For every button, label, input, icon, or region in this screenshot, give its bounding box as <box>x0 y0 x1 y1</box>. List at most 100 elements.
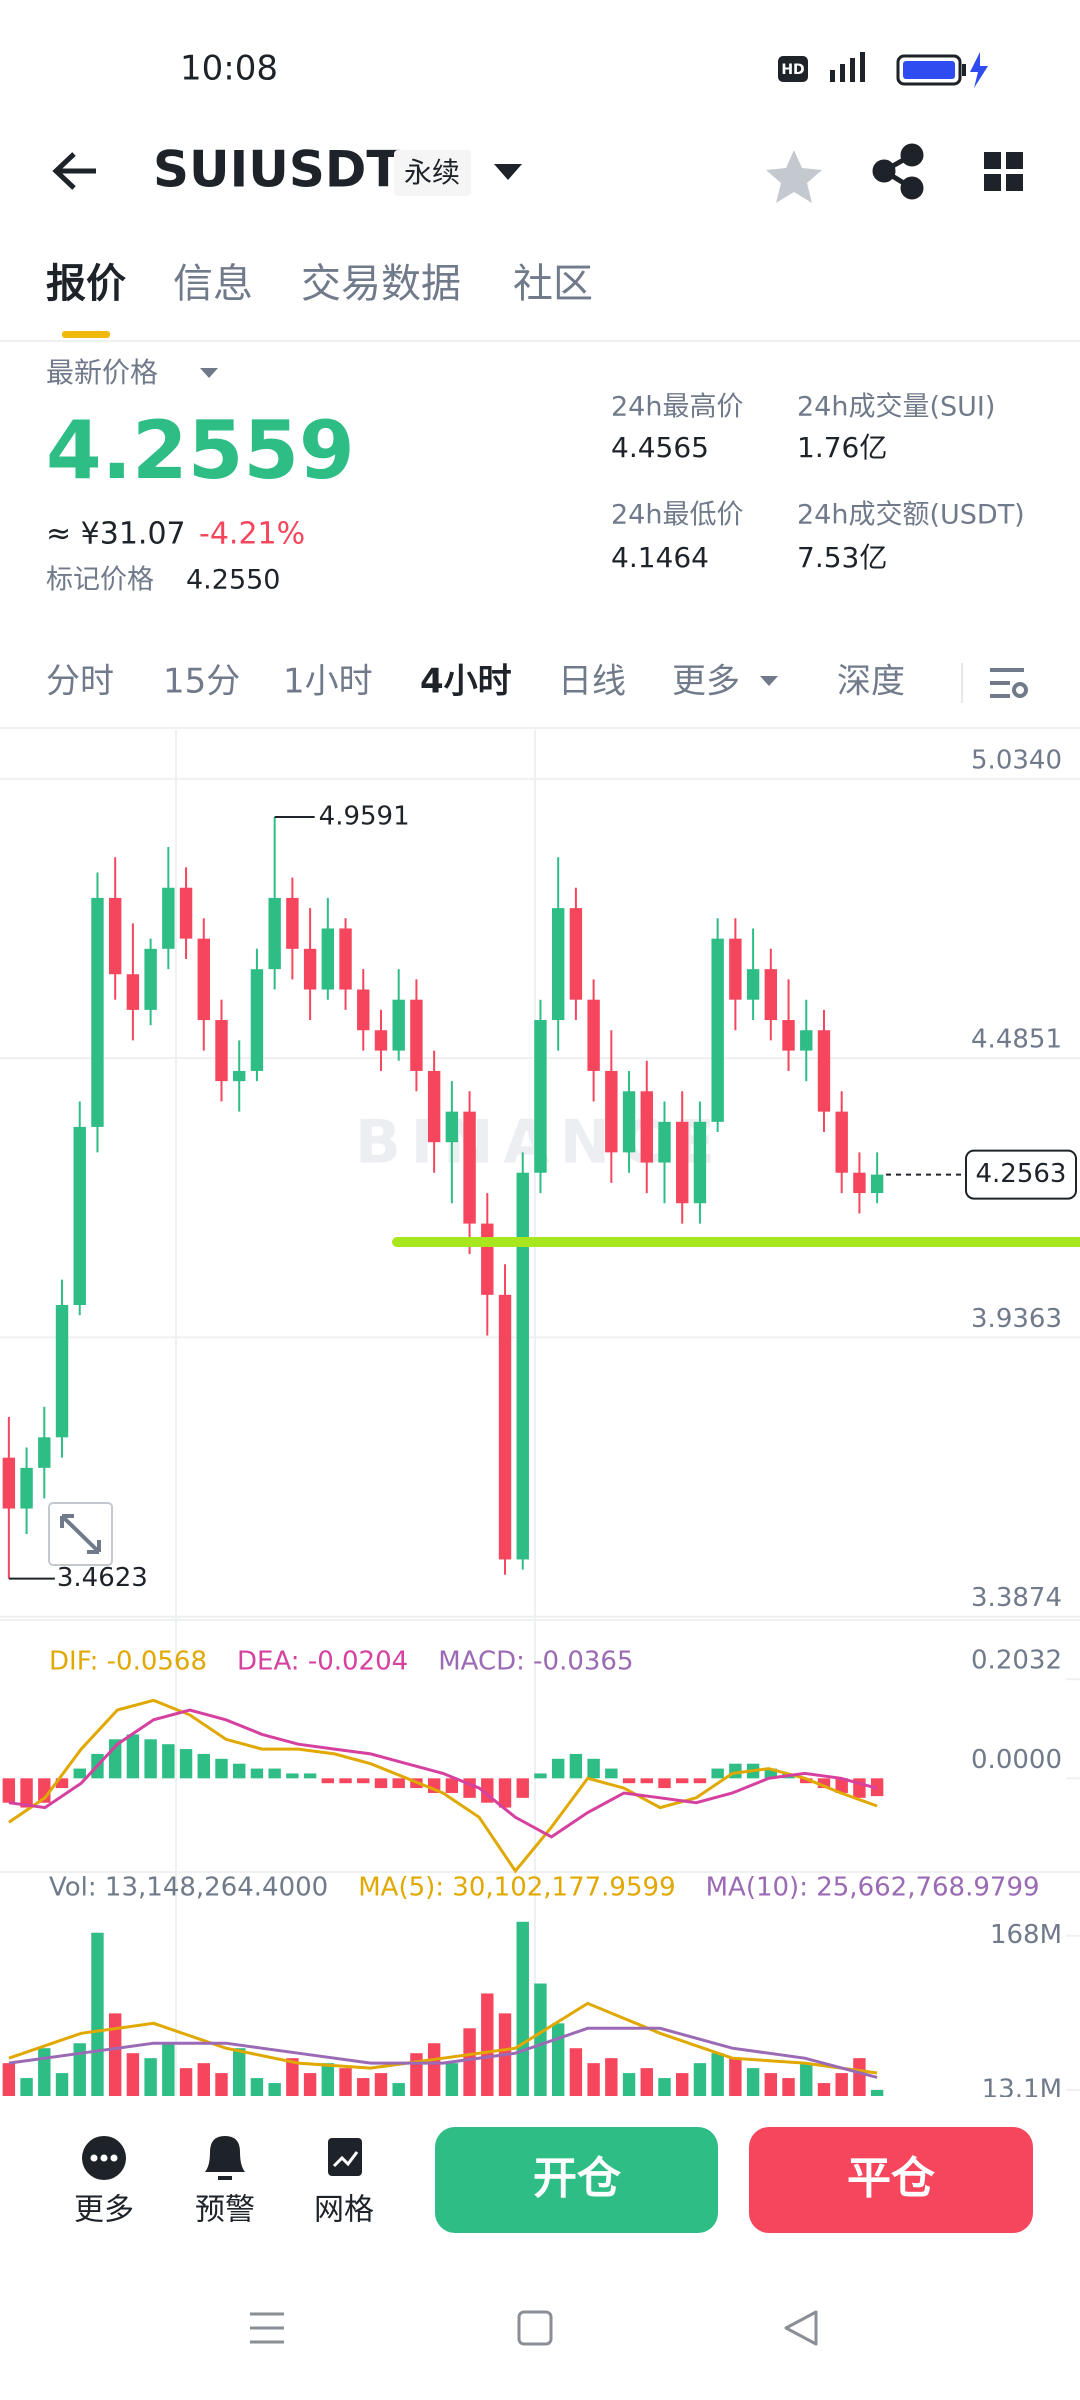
candle-body <box>605 1070 618 1153</box>
y-tick-label: 0.0000 <box>971 1745 1062 1775</box>
candle-body <box>746 969 760 1000</box>
volume-bar <box>587 2063 600 2096</box>
interval[interactable]: 日线 <box>558 662 626 702</box>
interval[interactable]: 分时 <box>46 662 114 702</box>
macd-bar <box>162 1744 175 1779</box>
volume-bar <box>286 2058 299 2096</box>
legend-entry: DEA: -0.0204 <box>237 1647 408 1677</box>
macd-bar <box>569 1753 583 1779</box>
interval[interactable]: 1小时 <box>283 662 373 702</box>
candle-body <box>55 1305 69 1438</box>
more-dropdown[interactable] <box>760 676 778 686</box>
volume-bar <box>658 2078 671 2096</box>
grid-icon[interactable] <box>328 2138 362 2176</box>
volume-bar <box>800 2063 813 2096</box>
volume-bar <box>374 2073 388 2096</box>
mark-price-label: 标记价格 <box>46 565 154 596</box>
fullscreen-button[interactable] <box>48 1502 113 1566</box>
close-button[interactable] <box>749 2127 1033 2233</box>
tab[interactable]: 报价 <box>46 261 126 307</box>
volume-bar <box>410 2053 423 2096</box>
macd-bar <box>676 1778 689 1784</box>
stat-value: 4.4565 <box>611 431 709 464</box>
macd-bar <box>250 1768 264 1779</box>
candle-body <box>126 974 140 1010</box>
tab[interactable]: 信息 <box>173 261 253 307</box>
volume-bar <box>250 2078 264 2096</box>
macd-bar <box>197 1753 210 1779</box>
candle-body <box>587 999 600 1071</box>
candle-body <box>91 897 104 1127</box>
high-label: 4.9591 <box>319 801 410 831</box>
close-button-label[interactable]: 平仓 <box>847 2153 936 2204</box>
nav-home[interactable] <box>517 2310 553 2346</box>
macd-bar <box>374 1778 388 1789</box>
tab[interactable]: 社区 <box>513 261 593 307</box>
y-tick-label: 0.2032 <box>971 1646 1062 1676</box>
macd-bar <box>20 1778 33 1808</box>
macd-bar <box>445 1778 459 1793</box>
legend-entry: MACD: -0.0365 <box>438 1647 633 1677</box>
contract-tag: 永续 <box>404 156 460 189</box>
interval[interactable]: 深度 <box>837 662 905 702</box>
macd-bar <box>321 1778 335 1784</box>
interval[interactable]: 4小时 <box>420 662 512 702</box>
candle-body <box>427 1070 441 1143</box>
interval[interactable]: 15分 <box>163 662 240 702</box>
chart-settings[interactable] <box>990 668 1028 698</box>
price-dropdown[interactable] <box>200 368 218 378</box>
last-price: 4.2559 <box>46 404 355 497</box>
candle-body <box>268 897 281 970</box>
volume-bar <box>853 2058 866 2096</box>
volume-bar <box>676 2073 689 2096</box>
candle-body <box>870 1174 884 1194</box>
volume-bar <box>445 2063 459 2096</box>
candle-body <box>463 1111 476 1224</box>
symbol-dropdown[interactable] <box>494 164 522 180</box>
tab[interactable]: 交易数据 <box>301 261 461 307</box>
candle-body <box>20 1467 33 1509</box>
candle-body <box>357 989 370 1031</box>
volume-bar <box>303 2073 317 2096</box>
indicator-line <box>8 2001 878 2075</box>
macd-bar <box>179 1749 193 1779</box>
candle-body <box>38 1437 51 1468</box>
back-button[interactable] <box>52 152 96 190</box>
candle-body <box>374 1030 388 1051</box>
macd-bar <box>516 1778 529 1798</box>
macd-bar <box>622 1778 636 1784</box>
share[interactable] <box>872 143 924 200</box>
more-icon[interactable] <box>82 2136 126 2180</box>
candle-body <box>445 1111 459 1143</box>
y-tick-label: 3.3874 <box>971 1583 1062 1613</box>
macd-bar <box>817 1778 831 1789</box>
toolbar-label[interactable]: 更多 <box>74 2193 134 2228</box>
legend-entry: MA(10): 25,662,768.9799 <box>706 1873 1040 1903</box>
cny-price: ≈ ¥31.07 <box>46 517 186 552</box>
interval[interactable]: 更多 <box>672 662 740 702</box>
layout-menu[interactable] <box>984 152 1023 191</box>
nav-menu[interactable] <box>250 2312 284 2344</box>
y-tick-label: 5.0340 <box>971 745 1062 775</box>
candle-body <box>179 887 193 939</box>
alert-icon[interactable] <box>205 2136 245 2180</box>
stat-value: 4.1464 <box>611 541 709 574</box>
macd-bar <box>126 1734 140 1779</box>
symbol[interactable]: SUIUSDT <box>153 141 400 199</box>
volume-bar <box>2 2063 16 2096</box>
macd-bar <box>498 1778 512 1808</box>
open-button-label[interactable]: 开仓 <box>533 2153 622 2204</box>
toolbar-label[interactable]: 网格 <box>314 2193 374 2228</box>
favorite[interactable] <box>766 150 822 203</box>
stat-label: 24h最高价 <box>611 392 743 423</box>
open-button[interactable] <box>435 2127 718 2233</box>
stat-value: 1.76亿 <box>797 431 887 464</box>
candle-body <box>711 938 724 1122</box>
nav-back[interactable] <box>784 2310 818 2346</box>
toolbar-label[interactable]: 预警 <box>195 2193 255 2228</box>
macd-bar <box>2 1778 16 1803</box>
volume-bar <box>215 2073 228 2096</box>
volume-bar <box>20 2078 33 2096</box>
volume-bar <box>268 2083 281 2096</box>
